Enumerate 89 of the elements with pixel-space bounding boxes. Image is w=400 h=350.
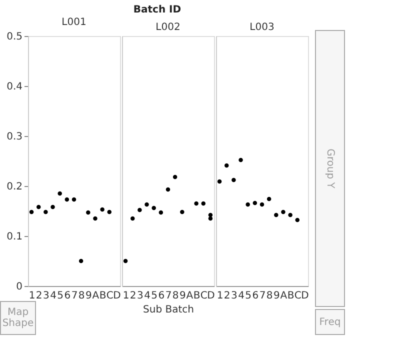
x-tick-label: 1 [122,290,130,302]
x-tick-label: D [207,290,216,302]
text: L001 [62,17,86,28]
x-tick-label: 8 [266,290,273,302]
x-tick-label: 9 [273,290,280,302]
point [194,201,198,206]
x-tick-label: 7 [165,290,172,302]
chart-title: Batch ID [133,4,182,16]
x-tick-label: 2 [130,290,136,302]
point [36,204,41,210]
x-tick-label: B [287,290,294,302]
x-axis-title: Sub Batch [143,304,194,316]
x-tick-label: D [113,290,122,302]
point [58,191,62,196]
y-tick-label: 0.5 [6,32,22,42]
x-tick-label: 4 [144,290,150,302]
point [266,196,272,202]
x-tick-label: 5 [57,290,64,302]
point [288,212,292,218]
y-tick-label: 0.4 [6,82,22,92]
point [252,200,258,206]
x-tick-label: 2 [36,290,42,302]
point [144,202,149,207]
y-tick-label: 0.3 [6,132,22,142]
x-tick-label: 7 [71,290,78,302]
point [201,201,206,206]
text: L002 [156,22,180,33]
x-tick-label: 3 [231,290,238,302]
point [166,187,170,192]
point [44,210,48,214]
point [180,210,184,214]
x-tick-label: B [99,290,106,302]
x-tick-label: 8 [78,290,85,302]
y-tick-label: 0.2 [6,182,22,192]
x-tick-label: C [200,290,208,302]
point [138,208,142,212]
point [152,206,156,210]
x-tick-label: 6 [158,290,165,302]
x-tick-label: C [294,290,302,302]
point [107,210,112,214]
point [274,212,278,218]
x-tick-label: 1 [216,290,224,302]
point [238,158,243,162]
text: Freq [319,316,341,328]
x-tick-label: A [186,290,194,302]
x-tick-label: A [280,290,288,302]
x-tick-label: 9 [179,290,186,302]
point [224,163,229,168]
text: Group Y [324,148,336,188]
x-tick-label: 4 [238,290,244,302]
x-tick-label: 1 [28,290,36,302]
x-tick-label: B [193,290,200,302]
x-tick-label: 5 [151,290,158,302]
point [232,178,236,182]
point [130,216,135,221]
y-tick-label: 0 [16,282,22,292]
text: Map Shape [1,307,35,329]
x-tick-label: 6 [252,290,259,302]
point [208,216,213,221]
point [295,218,300,222]
y-tick-label: 0.1 [6,232,22,242]
x-tick-label: 3 [137,290,144,302]
x-tick-label: 8 [172,290,179,302]
point [64,197,70,202]
point [260,202,264,207]
point [29,210,34,214]
point [72,197,76,202]
x-tick-label: 3 [43,290,50,302]
point [78,258,84,264]
point [158,210,164,215]
x-tick-label: 6 [64,290,71,302]
point [246,202,250,207]
point [86,210,90,215]
point [50,204,55,210]
x-tick-label: 9 [85,290,92,302]
point [281,210,286,214]
point [93,216,98,221]
x-tick-label: 7 [259,290,266,302]
text: L003 [250,22,274,33]
point [100,207,104,212]
x-tick-label: 5 [245,290,252,302]
point [217,179,222,184]
x-tick-label: A [92,290,100,302]
point [123,258,128,264]
x-tick-label: 4 [50,290,56,302]
x-tick-label: 2 [224,290,230,302]
x-tick-label: C [106,290,114,302]
point [172,174,178,180]
x-tick-label: D [301,290,310,302]
